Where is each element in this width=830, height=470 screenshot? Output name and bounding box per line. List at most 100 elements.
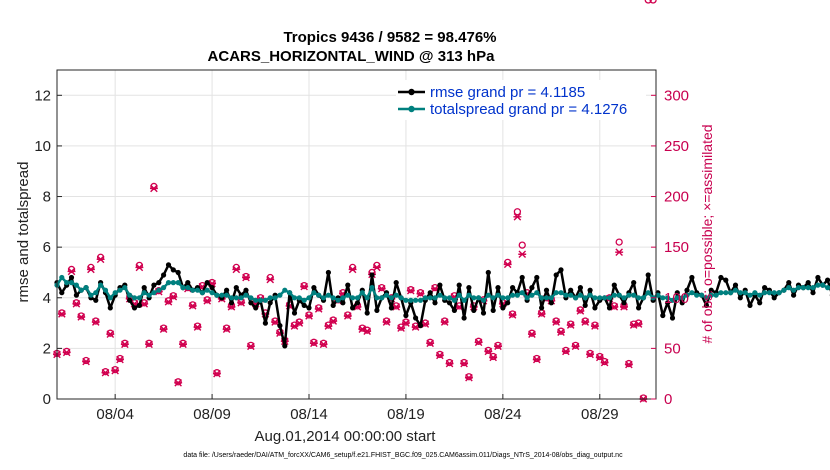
rmse-point [233, 285, 239, 291]
rmse-point [587, 287, 593, 293]
obs-assimilated-marker [266, 275, 275, 284]
obs-assimilated-marker [106, 330, 115, 339]
spread-point [514, 292, 521, 298]
rmse-point [737, 295, 743, 301]
obs-assimilated-marker [421, 320, 430, 328]
spread-point [660, 295, 666, 301]
rmse-point [805, 280, 811, 286]
rmse-point [248, 300, 254, 306]
spread-point [408, 297, 414, 303]
rmse-point [674, 290, 680, 296]
obs-possible-marker [295, 318, 303, 326]
spread-point [257, 297, 264, 303]
rmse-point [262, 320, 268, 326]
spread-point [78, 287, 84, 293]
obs-possible-marker [436, 350, 444, 359]
spread-point [301, 297, 307, 303]
rmse-point [791, 292, 797, 298]
spread-point [466, 292, 472, 298]
rmse-point [461, 315, 467, 321]
obs-possible-marker [567, 320, 575, 328]
spread-point [490, 295, 496, 301]
obs-possible-marker [72, 299, 81, 307]
rmse-point [311, 285, 317, 291]
spread-point [354, 295, 361, 301]
rmse-point [723, 277, 729, 283]
rmse-point [369, 272, 375, 278]
legend-spread-label: totalspread grand pr = 4.1276 [430, 101, 627, 118]
rmse-point [432, 300, 438, 306]
spread-point [665, 295, 671, 301]
chart-title: Tropics 9436 / 9582 = 98.476% [283, 29, 496, 46]
rmse-point [350, 305, 356, 311]
spread-point [757, 292, 763, 298]
spread-point [568, 292, 574, 298]
spread-point [238, 295, 244, 301]
rmse-point [393, 280, 399, 286]
obs-possible-marker [465, 373, 473, 381]
spread-point [713, 292, 719, 298]
obs-assimilated-marker [319, 340, 328, 349]
spread-point [543, 295, 550, 301]
obs-assimilated-marker [484, 347, 493, 356]
spread-point [611, 292, 617, 298]
obs-possible-marker [508, 310, 517, 318]
spread-point [563, 292, 569, 298]
spread-point [146, 292, 152, 298]
obs-possible-marker [193, 322, 202, 330]
rmse-point [825, 277, 830, 283]
rmse-point [553, 272, 559, 278]
rmse-point [762, 285, 768, 291]
x-tick-label: 08/04 [96, 406, 134, 423]
spread-point [296, 295, 302, 301]
rmse-point [417, 323, 424, 329]
spread-point [194, 287, 201, 293]
obs-possible-marker [378, 283, 386, 292]
y-right-tick-label: 150 [664, 239, 689, 256]
spread-point [228, 295, 235, 301]
spread-point [742, 290, 748, 296]
rmse-point [810, 290, 816, 296]
obs-assimilated-marker [435, 351, 444, 360]
rmse-point [636, 305, 642, 311]
obs-assimilated-marker [503, 260, 512, 269]
spread-point [359, 290, 365, 296]
obs-assimilated-marker [179, 340, 187, 349]
y-tick-label: 8 [43, 189, 51, 206]
spread-point [529, 292, 535, 298]
obs-assimilated-marker [300, 282, 309, 291]
obs-assimilated-marker [77, 313, 86, 321]
obs-assimilated-marker [329, 317, 338, 325]
rmse-point [185, 280, 191, 286]
rmse-point [708, 287, 714, 293]
grid [57, 70, 656, 399]
rmse-point [631, 280, 637, 286]
spread-point [98, 282, 104, 288]
spread-point [708, 292, 714, 298]
y-right-tick-label: 300 [664, 87, 689, 104]
rmse-point [665, 300, 671, 306]
obs-possible-marker [169, 292, 177, 300]
spread-point [519, 290, 525, 296]
obs-possible-marker [537, 309, 546, 317]
y-right-tick-label: 250 [664, 138, 689, 155]
obs-assimilated-marker [590, 322, 599, 330]
legend-box [396, 80, 646, 120]
obs-possible-marker [106, 329, 114, 337]
spread-point [636, 295, 642, 301]
obs-assimilated-marker [212, 369, 221, 378]
rmse-point [340, 300, 346, 306]
spread-point [136, 295, 142, 301]
spread-point [311, 290, 317, 296]
spread-point [345, 292, 351, 298]
obs-possible-marker [242, 272, 250, 281]
obs-possible-marker [411, 322, 420, 330]
obs-possible-marker [421, 319, 429, 327]
spread-point [112, 290, 118, 296]
rmse-point [413, 315, 419, 321]
obs-assimilated-marker [62, 348, 71, 357]
rmse-point [645, 272, 651, 278]
obs-assimilated-marker [377, 284, 386, 293]
spread-point [728, 290, 734, 296]
rmse-point [204, 280, 210, 286]
